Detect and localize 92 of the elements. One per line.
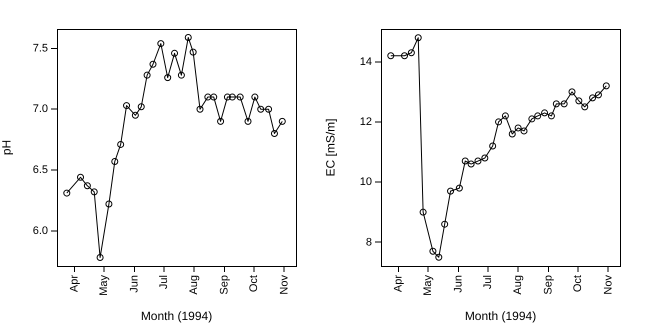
point [90, 188, 98, 196]
x-tick-label: May [422, 274, 434, 296]
point [210, 94, 218, 101]
point [196, 106, 204, 113]
x-tick-label: Nov [602, 274, 614, 295]
point [462, 158, 469, 165]
point [589, 94, 596, 102]
y-tick-label: 7.5 [32, 42, 48, 54]
point [178, 72, 185, 79]
point [481, 154, 488, 162]
y-tick-label: 6.5 [32, 164, 48, 176]
point [278, 118, 286, 125]
x-tick-label: Apr [68, 274, 81, 292]
point [568, 88, 576, 96]
x-tick-label: Sep [218, 275, 231, 295]
point [251, 94, 258, 101]
point [157, 40, 164, 48]
point [138, 103, 145, 110]
point [105, 200, 112, 208]
point [132, 112, 139, 119]
point [408, 49, 415, 56]
x-tick-label: Jun [128, 275, 140, 293]
y-tick-label: 8 [366, 236, 372, 248]
point [534, 112, 542, 120]
point [190, 48, 197, 56]
x-axis-title: Month (1994) [140, 309, 212, 324]
y-tick-label: 7.0 [32, 103, 48, 116]
point [123, 102, 130, 110]
point [217, 118, 224, 125]
point [96, 254, 104, 261]
x-tick-label: Sep [542, 275, 555, 295]
x-tick-label: Jun [452, 275, 464, 293]
point [257, 106, 264, 113]
point [541, 109, 548, 116]
x-tick-label: May [98, 274, 110, 296]
point [204, 94, 212, 101]
point [468, 160, 475, 168]
point [117, 140, 124, 148]
point [441, 220, 448, 228]
point [594, 91, 602, 98]
point [447, 188, 454, 195]
x-tick-label: Nov [278, 274, 290, 295]
point [236, 94, 244, 101]
point [456, 184, 463, 192]
point [552, 100, 560, 108]
point [560, 100, 568, 108]
point [508, 130, 516, 138]
point [495, 118, 502, 126]
point [489, 142, 496, 150]
point [77, 174, 84, 181]
y-axis-title: pH [0, 140, 14, 156]
point [270, 130, 278, 138]
x-tick-label: Oct [248, 275, 260, 292]
y-axis-title: EC [mS/m] [324, 118, 338, 177]
point [244, 118, 252, 125]
point [387, 52, 394, 60]
point [575, 97, 582, 104]
y-tick-label: 14 [360, 56, 372, 68]
point [63, 190, 70, 197]
x-tick-label: Jul [482, 275, 494, 290]
point [502, 112, 509, 120]
x-tick-label: Oct [572, 275, 584, 292]
point [401, 52, 408, 60]
point [184, 34, 192, 42]
y-tick-label: 12 [360, 116, 372, 128]
x-axis-title: Month (1994) [464, 309, 536, 324]
point [429, 248, 436, 255]
point [420, 208, 427, 216]
point [528, 115, 536, 122]
x-tick-label: Apr [392, 274, 405, 292]
point [164, 74, 172, 82]
x-tick-label: Jul [158, 275, 170, 290]
point [228, 94, 236, 101]
point [149, 60, 156, 68]
point [84, 182, 91, 190]
point [520, 127, 528, 134]
point [435, 254, 442, 261]
point [144, 72, 151, 79]
point [581, 103, 588, 110]
y-tick-label: 10 [360, 176, 372, 188]
point [602, 82, 610, 90]
x-tick-label: Aug [512, 275, 524, 295]
point [414, 34, 422, 42]
y-tick-label: 6.0 [32, 224, 48, 237]
point [224, 94, 231, 101]
point [171, 50, 178, 57]
point [474, 158, 482, 165]
point [265, 106, 272, 113]
point [548, 112, 555, 120]
x-tick-label: Aug [188, 275, 200, 295]
point [514, 124, 522, 132]
point [111, 158, 118, 165]
